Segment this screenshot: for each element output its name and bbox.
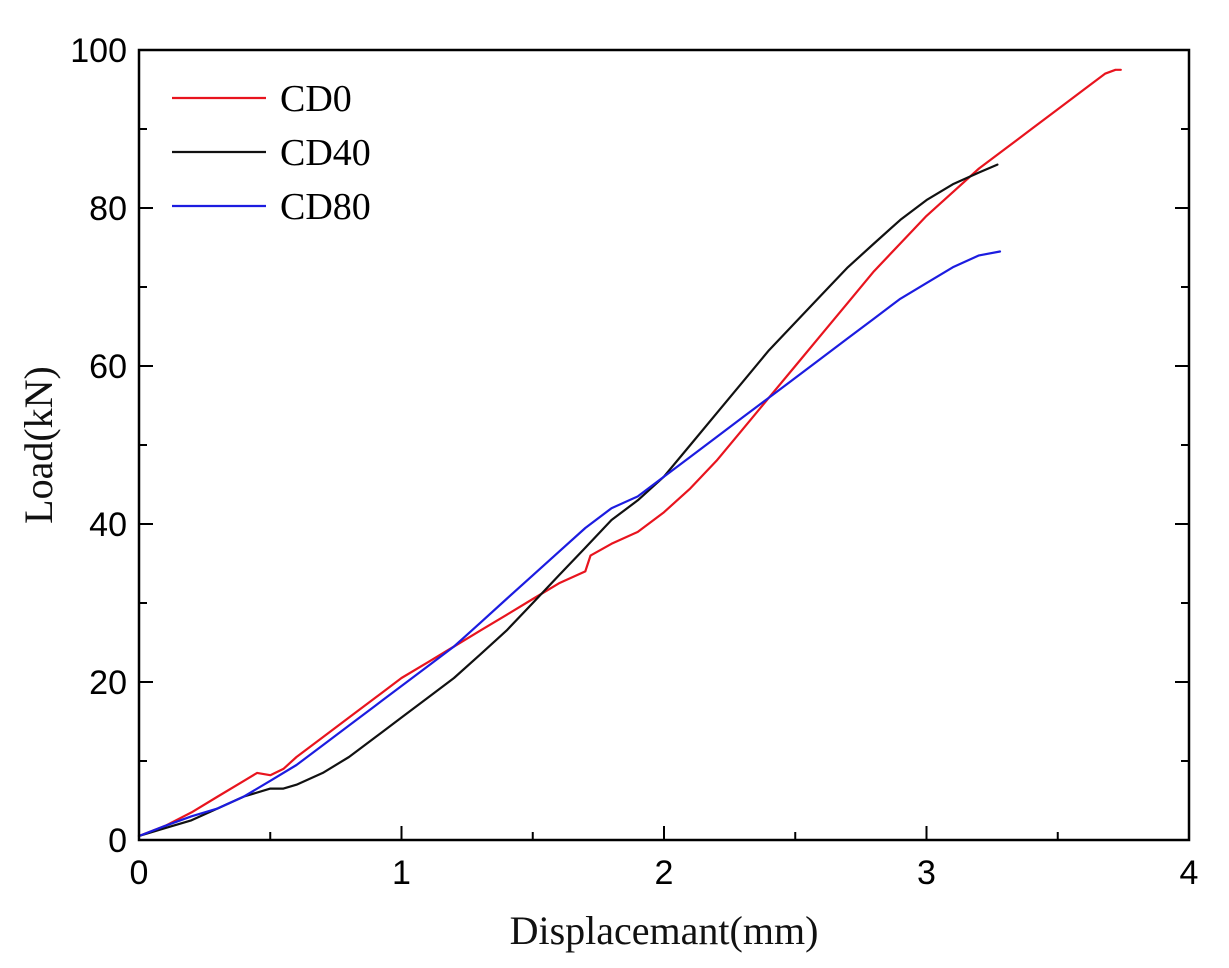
x-axis-title: Displacemant(mm) <box>510 908 819 953</box>
legend-label-cd0: CD0 <box>280 78 352 120</box>
series-lines <box>137 68 1122 838</box>
x-tick-label: 3 <box>917 854 936 892</box>
y-axis-title: Load(kN) <box>16 366 61 524</box>
y-tick-label: 100 <box>70 32 127 70</box>
series-cd0-line <box>137 68 1122 838</box>
x-tick-label: 0 <box>130 854 149 892</box>
plot-frame <box>137 48 1191 842</box>
y-tick-label: 60 <box>89 348 127 386</box>
legend-label-cd80: CD80 <box>280 186 371 228</box>
y-tick-label: 80 <box>89 190 127 228</box>
x-tick-label: 1 <box>392 854 411 892</box>
series-cd80-line <box>137 250 1002 838</box>
y-tick-label: 20 <box>89 664 127 702</box>
legend: CD0 CD40 CD80 <box>172 78 371 228</box>
x-tick-label: 2 <box>655 854 674 892</box>
x-tick-label: 4 <box>1180 854 1199 892</box>
y-tick-label: 40 <box>89 506 127 544</box>
series-cd40-line <box>137 163 999 838</box>
y-tick-label: 0 <box>108 822 127 860</box>
legend-label-cd40: CD40 <box>280 132 371 174</box>
